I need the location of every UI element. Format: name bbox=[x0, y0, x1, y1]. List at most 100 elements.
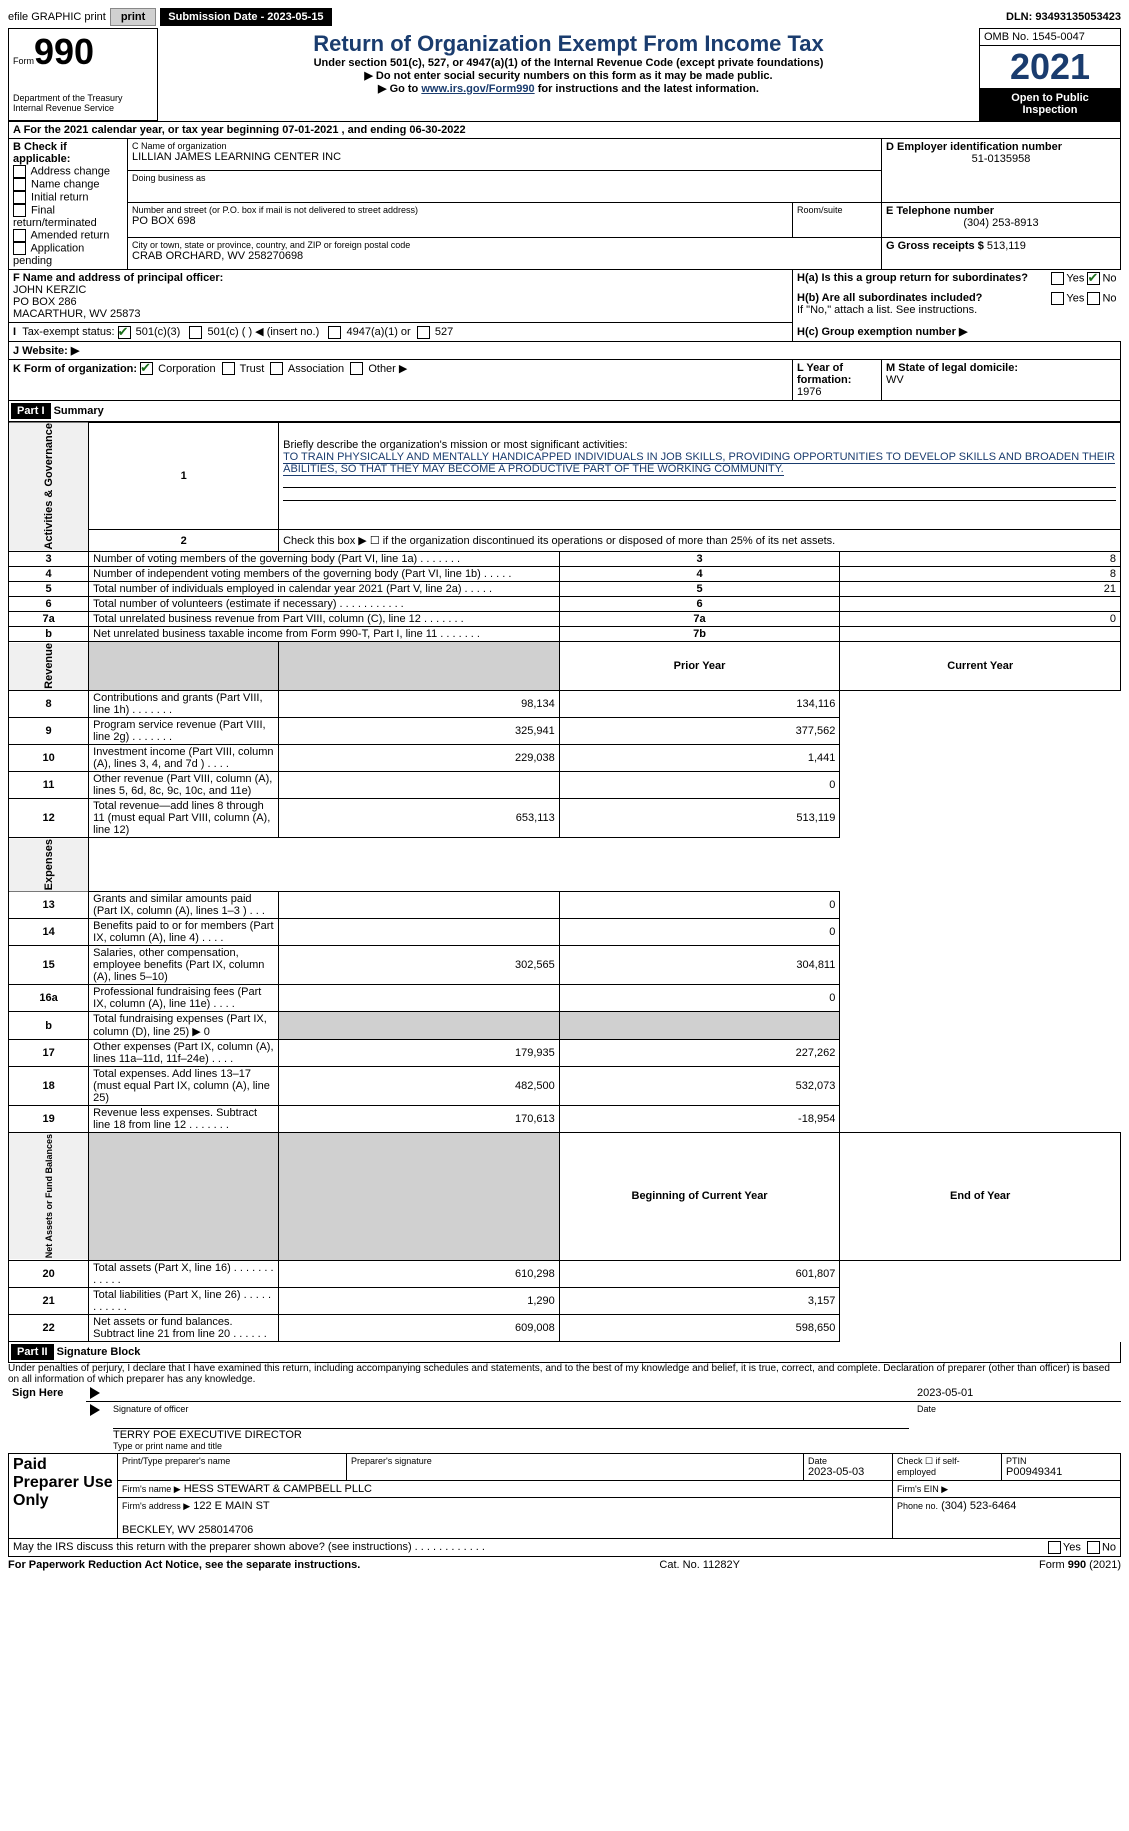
check-applicable-label: B Check if applicable: bbox=[13, 141, 123, 165]
omb-label: OMB No. 1545-0047 bbox=[980, 29, 1120, 46]
rev-section-label: Revenue bbox=[9, 642, 89, 691]
open-public: Open to Public Inspection bbox=[980, 88, 1120, 120]
table-row: 12Total revenue—add lines 8 through 11 (… bbox=[9, 799, 1121, 838]
firm-name-label: Firm's name ▶ bbox=[122, 1484, 181, 1494]
part2-label: Part II bbox=[11, 1344, 54, 1360]
dept-label: Department of the Treasury Internal Reve… bbox=[13, 93, 153, 113]
date-label: Date bbox=[917, 1404, 1117, 1414]
table-row: 14Benefits paid to or for members (Part … bbox=[9, 919, 1121, 946]
exp-section-label: Expenses bbox=[9, 838, 89, 892]
501c3-checkbox[interactable] bbox=[118, 326, 131, 339]
efile-label: efile GRAPHIC print bbox=[8, 11, 106, 23]
firm-phone-value: (304) 523-6464 bbox=[941, 1500, 1016, 1512]
ha-no-checkbox[interactable] bbox=[1087, 272, 1100, 285]
table-row: 11Other revenue (Part VIII, column (A), … bbox=[9, 772, 1121, 799]
note-goto-pre: ▶ Go to bbox=[378, 83, 421, 95]
h-a-label: H(a) Is this a group return for subordin… bbox=[797, 272, 1028, 284]
dln-label: DLN: 93493135053423 bbox=[1006, 11, 1121, 23]
irs-yes-checkbox[interactable] bbox=[1048, 1541, 1061, 1554]
table-row: 4Number of independent voting members of… bbox=[9, 567, 1121, 582]
ptin-label: PTIN bbox=[1006, 1456, 1116, 1466]
note-ssn: ▶ Do not enter social security numbers o… bbox=[162, 69, 975, 82]
part1-label: Part I bbox=[11, 403, 51, 419]
officer-name: TERRY POE EXECUTIVE DIRECTOR bbox=[113, 1428, 909, 1441]
firm-addr-label: Firm's address ▶ bbox=[122, 1501, 190, 1511]
signature-block: Sign Here 2023-05-01 Signature of office… bbox=[8, 1385, 1121, 1453]
print-button[interactable]: print bbox=[110, 8, 156, 26]
phone-label: E Telephone number bbox=[886, 205, 1116, 217]
gross-label: G Gross receipts $ bbox=[886, 240, 984, 252]
tax-status-label: Tax-exempt status: bbox=[22, 326, 114, 338]
form-header: Form990 Department of the Treasury Inter… bbox=[8, 28, 1121, 121]
corp-checkbox[interactable] bbox=[140, 362, 153, 375]
h-note: If "No," attach a list. See instructions… bbox=[797, 304, 977, 316]
officer-value: JOHN KERZIC PO BOX 286 MACARTHUR, WV 258… bbox=[13, 284, 788, 320]
arrow-icon bbox=[90, 1387, 100, 1399]
table-row: 7aTotal unrelated business revenue from … bbox=[9, 612, 1121, 627]
footer-mid: Cat. No. 11282Y bbox=[659, 1559, 740, 1571]
top-bar: efile GRAPHIC print print Submission Dat… bbox=[8, 8, 1121, 26]
firm-ein-label: Firm's EIN ▶ bbox=[897, 1484, 948, 1494]
year-form-label: L Year of formation: bbox=[797, 362, 851, 386]
firm-phone-label: Phone no. bbox=[897, 1501, 938, 1511]
website-label: J Website: ▶ bbox=[13, 345, 79, 357]
page-footer: For Paperwork Reduction Act Notice, see … bbox=[8, 1559, 1121, 1571]
firm-name-value: HESS STEWART & CAMPBELL PLLC bbox=[184, 1483, 372, 1495]
domicile-label: M State of legal domicile: bbox=[886, 362, 1018, 374]
dba-label: Doing business as bbox=[132, 173, 877, 183]
preparer-block: Paid Preparer Use Only Print/Type prepar… bbox=[8, 1453, 1121, 1539]
check-option: Final return/terminated bbox=[13, 204, 123, 229]
table-row: 10Investment income (Part VIII, column (… bbox=[9, 745, 1121, 772]
street-value: PO BOX 698 bbox=[132, 215, 788, 227]
check-option: Address change bbox=[13, 165, 123, 178]
ptin-value: P00949341 bbox=[1006, 1466, 1116, 1478]
footer-left: For Paperwork Reduction Act Notice, see … bbox=[8, 1559, 360, 1571]
note-goto-post: for instructions and the latest informat… bbox=[535, 83, 759, 95]
table-row: 8Contributions and grants (Part VIII, li… bbox=[9, 691, 1121, 718]
trust-checkbox[interactable] bbox=[222, 362, 235, 375]
form-subtitle: Under section 501(c), 527, or 4947(a)(1)… bbox=[162, 57, 975, 69]
irs-no-checkbox[interactable] bbox=[1087, 1541, 1100, 1554]
table-row: 13Grants and similar amounts paid (Part … bbox=[9, 892, 1121, 919]
table-row: 18Total expenses. Add lines 13–17 (must … bbox=[9, 1067, 1121, 1106]
table-row: 19Revenue less expenses. Subtract line 1… bbox=[9, 1106, 1121, 1133]
table-row: 9Program service revenue (Part VIII, lin… bbox=[9, 718, 1121, 745]
line2: Check this box ▶ ☐ if the organization d… bbox=[279, 529, 1121, 551]
h-b-label: H(b) Are all subordinates included? bbox=[797, 292, 982, 304]
4947-checkbox[interactable] bbox=[328, 326, 341, 339]
assoc-checkbox[interactable] bbox=[270, 362, 283, 375]
527-checkbox[interactable] bbox=[417, 326, 430, 339]
check-option: Initial return bbox=[13, 191, 123, 204]
net-section-label: Net Assets or Fund Balances bbox=[9, 1133, 89, 1260]
prep-date-label: Date bbox=[808, 1456, 888, 1466]
prior-year-header: Prior Year bbox=[559, 642, 840, 691]
footer-right: Form 990 (2021) bbox=[1039, 1559, 1121, 1571]
table-row: 3Number of voting members of the governi… bbox=[9, 552, 1121, 567]
501c-checkbox[interactable] bbox=[189, 326, 202, 339]
entity-info: A For the 2021 calendar year, or tax yea… bbox=[8, 121, 1121, 401]
table-row: 17Other expenses (Part IX, column (A), l… bbox=[9, 1040, 1121, 1067]
prep-date-value: 2023-05-03 bbox=[808, 1466, 888, 1478]
ha-yes-checkbox[interactable] bbox=[1051, 272, 1064, 285]
table-row: 15Salaries, other compensation, employee… bbox=[9, 946, 1121, 985]
begin-year-header: Beginning of Current Year bbox=[559, 1133, 840, 1260]
gov-section-label: Activities & Governance bbox=[9, 422, 89, 552]
sig-date: 2023-05-01 bbox=[913, 1385, 1121, 1402]
summary-table: Activities & Governance 1 Briefly descri… bbox=[8, 422, 1121, 1342]
may-irs: May the IRS discuss this return with the… bbox=[13, 1541, 485, 1553]
form-title: Return of Organization Exempt From Incom… bbox=[162, 31, 975, 57]
irs-link[interactable]: www.irs.gov/Form990 bbox=[421, 83, 534, 95]
other-checkbox[interactable] bbox=[350, 362, 363, 375]
check-option: Amended return bbox=[13, 229, 123, 242]
sig-officer-label: Signature of officer bbox=[113, 1404, 909, 1414]
ein-label: D Employer identification number bbox=[886, 141, 1116, 153]
cal-year: A For the 2021 calendar year, or tax yea… bbox=[9, 122, 1121, 139]
table-row: 20Total assets (Part X, line 16) . . . .… bbox=[9, 1260, 1121, 1287]
hb-no-checkbox[interactable] bbox=[1087, 292, 1100, 305]
table-row: 6Total number of volunteers (estimate if… bbox=[9, 597, 1121, 612]
room-label: Room/suite bbox=[797, 205, 877, 215]
declaration: Under penalties of perjury, I declare th… bbox=[8, 1363, 1121, 1385]
hb-yes-checkbox[interactable] bbox=[1051, 292, 1064, 305]
table-row: 22Net assets or fund balances. Subtract … bbox=[9, 1314, 1121, 1341]
check-self: Check ☐ if self-employed bbox=[893, 1453, 1002, 1480]
